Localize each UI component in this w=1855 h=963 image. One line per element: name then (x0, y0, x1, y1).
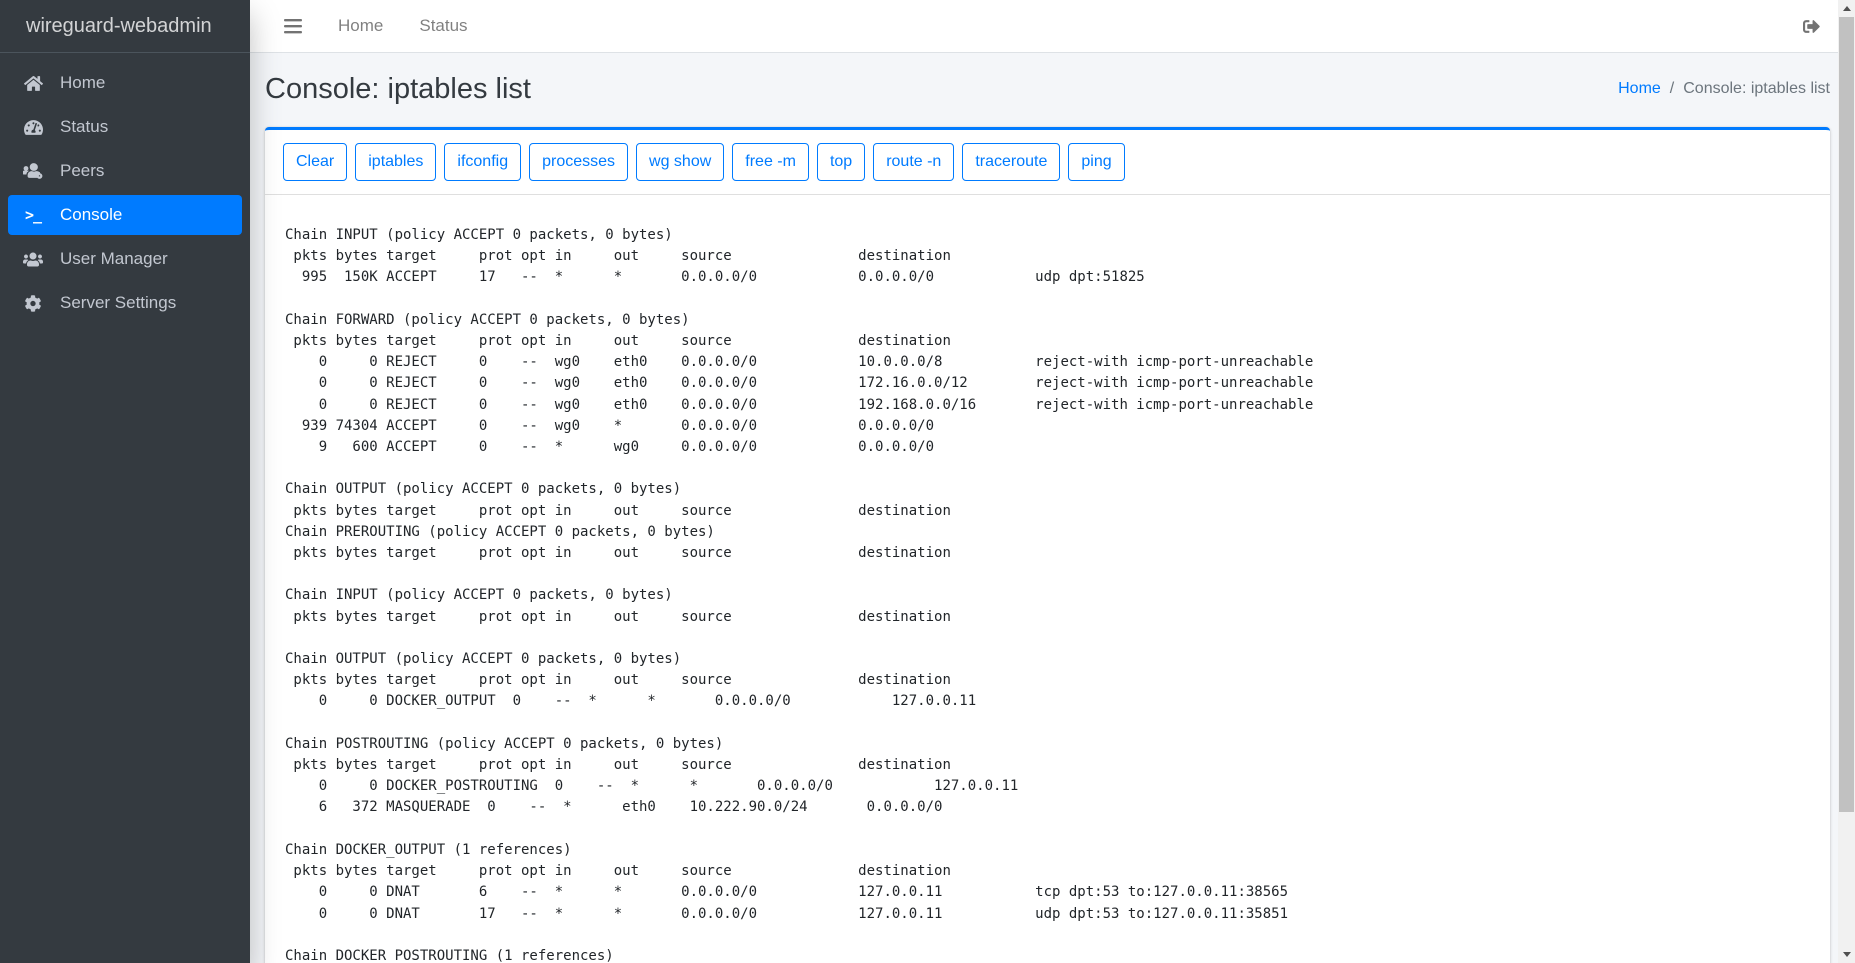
users-gear-icon (20, 162, 46, 180)
sidebar-item-label: Server Settings (60, 293, 177, 312)
users-icon (20, 251, 46, 268)
traceroute-button[interactable]: traceroute (962, 143, 1061, 181)
navbar-link-home[interactable]: Home (338, 16, 384, 35)
scrollbar-up-arrow-icon[interactable] (1838, 0, 1855, 17)
page-title: Console: iptables list (265, 73, 531, 105)
clear-button[interactable]: Clear (283, 143, 348, 181)
free-m-button[interactable]: free -m (732, 143, 809, 181)
terminal-icon: >_ (24, 206, 42, 224)
console-toolbar: Clear iptables ifconfig processes wg sho… (265, 130, 1830, 195)
wg-show-button[interactable]: wg show (636, 143, 725, 181)
sidebar-menu: Home Status Peers >_ Console (0, 53, 250, 337)
console-card: Clear iptables ifconfig processes wg sho… (265, 127, 1830, 963)
ping-button[interactable]: ping (1068, 143, 1125, 181)
sidebar-item-console[interactable]: >_ Console (8, 195, 242, 235)
ifconfig-button[interactable]: ifconfig (444, 143, 522, 181)
hamburger-menu-icon[interactable] (272, 11, 314, 42)
sidebar-item-label: User Manager (60, 249, 168, 268)
content-area: Console: iptables list Home / Console: i… (250, 53, 1855, 963)
processes-button[interactable]: processes (529, 143, 629, 181)
top-navbar: Home Status (250, 0, 1855, 53)
scrollbar-down-arrow-icon[interactable] (1838, 946, 1855, 963)
brand-title: wireguard-webadmin (26, 14, 212, 37)
route-n-button[interactable]: route -n (873, 143, 955, 181)
gauge-icon (20, 119, 46, 136)
sidebar-item-home[interactable]: Home (8, 63, 242, 103)
sign-out-icon[interactable] (1790, 10, 1833, 43)
sidebar-item-peers[interactable]: Peers (8, 151, 242, 191)
navbar-link-status[interactable]: Status (419, 16, 468, 35)
brand-header[interactable]: wireguard-webadmin (0, 0, 250, 53)
vertical-scrollbar[interactable] (1838, 0, 1855, 963)
sidebar-item-status[interactable]: Status (8, 107, 242, 147)
top-button[interactable]: top (816, 143, 866, 181)
sidebar-item-user-manager[interactable]: User Manager (8, 239, 242, 279)
sidebar-item-label: Console (60, 205, 123, 224)
breadcrumb-current: Console: iptables list (1683, 80, 1830, 97)
main-area: Home Status Console: iptables list Home … (250, 0, 1855, 963)
page-header: Console: iptables list Home / Console: i… (265, 53, 1830, 127)
gears-icon (20, 294, 46, 312)
breadcrumb: Home / Console: iptables list (1618, 80, 1830, 98)
breadcrumb-separator: / (1669, 80, 1675, 97)
home-icon (20, 75, 46, 92)
sidebar-item-label: Home (60, 73, 106, 92)
console-output-container: Chain INPUT (policy ACCEPT 0 packets, 0 … (265, 195, 1830, 963)
breadcrumb-home-link[interactable]: Home (1618, 80, 1661, 97)
console-output: Chain INPUT (policy ACCEPT 0 packets, 0 … (285, 227, 1314, 963)
sidebar-item-label: Status (60, 117, 109, 136)
scrollbar-thumb[interactable] (1839, 17, 1854, 812)
sidebar-item-server-settings[interactable]: Server Settings (8, 283, 242, 323)
sidebar-item-label: Peers (60, 161, 105, 180)
sidebar: wireguard-webadmin Home Status Peers (0, 0, 250, 963)
iptables-button[interactable]: iptables (355, 143, 437, 181)
